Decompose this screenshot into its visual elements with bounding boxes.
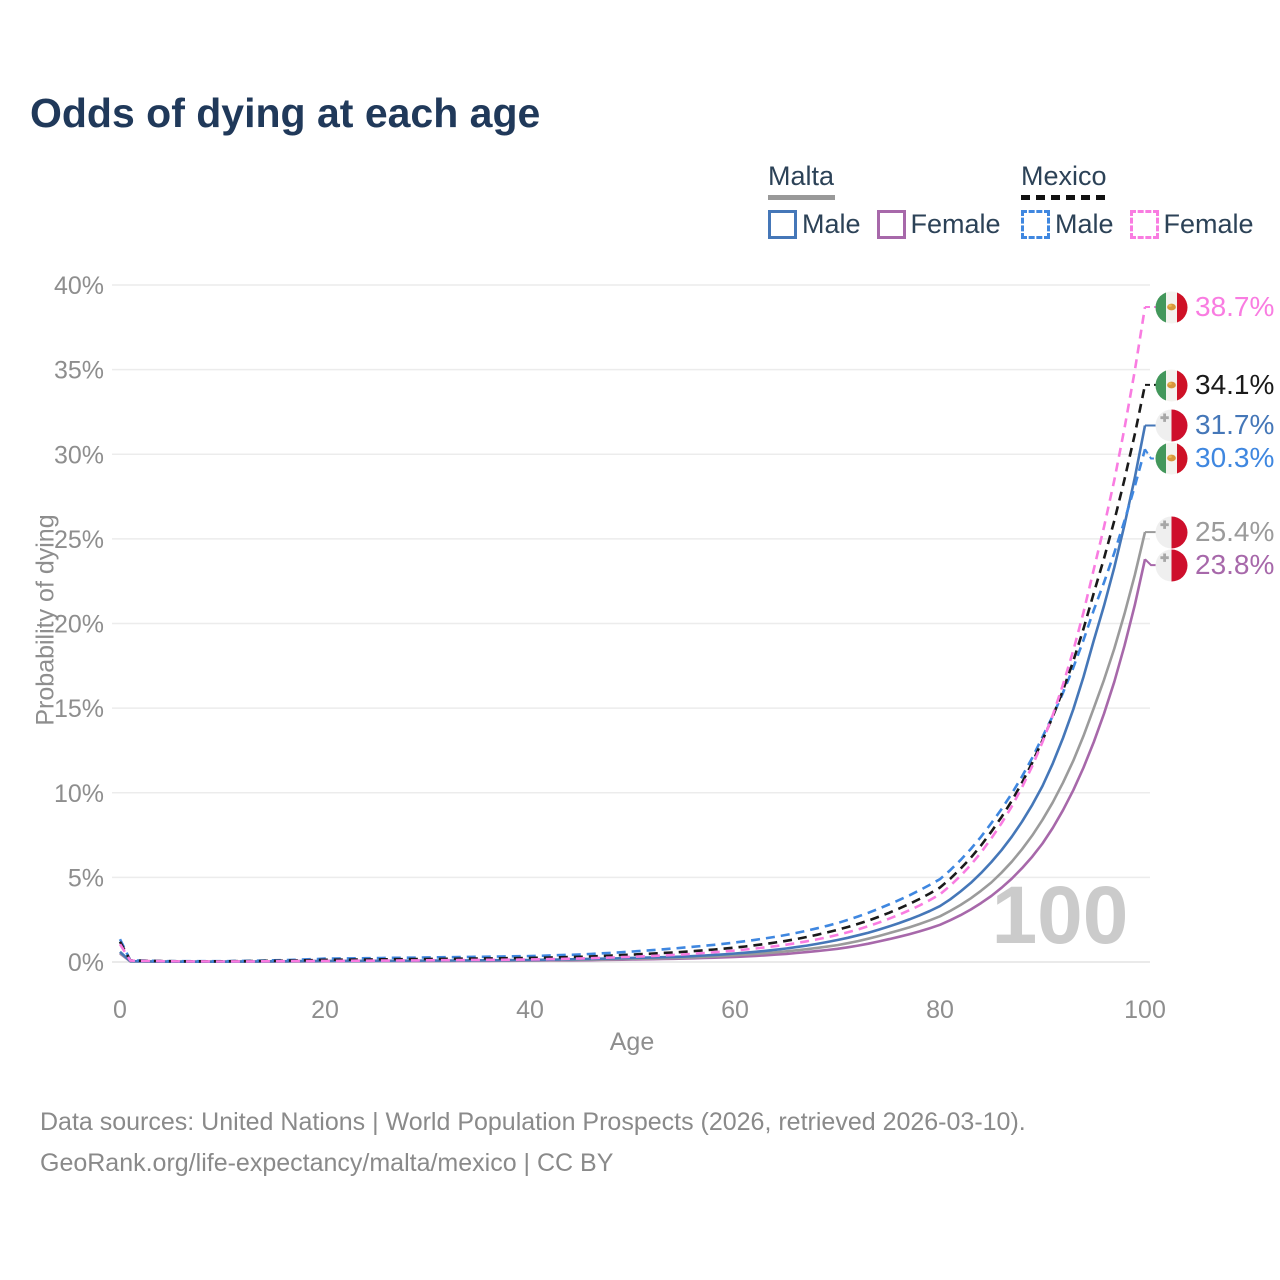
footer: Data sources: United Nations | World Pop… <box>40 1102 1026 1184</box>
legend-country-malta: Malta <box>768 161 835 191</box>
y-tick-label: 10% <box>54 780 104 808</box>
mexico-male-swatch-icon <box>1021 210 1050 239</box>
legend-label-mexico-female: Female <box>1163 209 1254 239</box>
end-label-malta-both: 25.4% <box>1155 515 1274 549</box>
end-connector-mexico-male <box>1144 448 1157 460</box>
malta-flag-icon <box>1155 549 1188 582</box>
y-tick-label: 25% <box>54 526 104 554</box>
end-label-value: 30.3% <box>1195 442 1275 473</box>
end-label-malta-male: 31.7% <box>1155 408 1274 442</box>
y-tick-label: 0% <box>68 949 104 977</box>
end-label-mexico-female: 38.7% <box>1155 290 1274 324</box>
y-tick-label: 15% <box>54 695 104 723</box>
age-watermark: 100 <box>992 870 1129 961</box>
footer-attribution: GeoRank.org/life-expectancy/malta/mexico… <box>40 1149 614 1177</box>
y-tick-label: 30% <box>54 441 104 469</box>
malta-female-swatch-icon <box>876 210 906 239</box>
x-tick-label: 20 <box>311 996 339 1024</box>
legend-country-mexico: Mexico <box>1021 161 1107 191</box>
end-label-value: 25.4% <box>1195 516 1275 547</box>
malta-solid-line-swatch <box>768 195 835 200</box>
end-label-value: 31.7% <box>1195 409 1275 440</box>
end-label-value: 34.1% <box>1195 369 1275 400</box>
mexico-female-swatch-icon <box>1129 210 1159 239</box>
malta-flag-icon <box>1155 516 1188 549</box>
legend-group-mexico: Mexico Male Female <box>1021 161 1254 240</box>
legend-group-malta: Malta Male Female <box>768 161 1001 240</box>
end-label-mexico-both: 34.1% <box>1155 368 1274 402</box>
legend-label-mexico-male: Male <box>1055 209 1114 239</box>
end-label-value: 38.7% <box>1195 291 1275 322</box>
legend-label-malta-male: Male <box>802 209 861 239</box>
mexico-dashed-line-swatch <box>1021 195 1109 200</box>
line-mexico-female <box>118 306 1147 963</box>
y-tick-label: 35% <box>54 357 104 385</box>
x-tick-label: 40 <box>516 996 544 1024</box>
x-tick-label: 60 <box>721 996 749 1024</box>
legend-label-malta-female: Female <box>910 209 1001 239</box>
mexico-flag-icon <box>1155 291 1188 324</box>
footer-data-sources: Data sources: United Nations | World Pop… <box>40 1108 1026 1136</box>
mexico-flag-icon <box>1155 442 1188 475</box>
y-axis-title: Probability of dying <box>31 514 60 726</box>
line-mexico-both <box>118 384 1147 963</box>
end-label-malta-female: 23.8% <box>1155 548 1274 582</box>
x-tick-label: 0 <box>113 996 127 1024</box>
malta-flag-icon <box>1155 409 1188 442</box>
malta-male-swatch-icon <box>768 210 797 239</box>
x-tick-label: 80 <box>926 996 954 1024</box>
page-title: Odds of dying at each age <box>30 90 541 136</box>
x-tick-label: 100 <box>1124 996 1166 1024</box>
end-label-value: 23.8% <box>1195 549 1275 580</box>
y-tick-label: 40% <box>54 272 104 300</box>
legend-item-malta-male[interactable]: Male <box>768 209 861 240</box>
legend-item-malta-female[interactable]: Female <box>876 209 1001 240</box>
end-connector-malta-female <box>1144 558 1157 567</box>
mexico-flag-icon <box>1155 369 1188 402</box>
y-tick-label: 20% <box>54 611 104 639</box>
legend-item-mexico-male[interactable]: Male <box>1021 209 1114 240</box>
end-label-mexico-male: 30.3% <box>1155 441 1274 475</box>
x-axis-title: Age <box>609 1028 655 1056</box>
y-tick-label: 5% <box>68 864 104 892</box>
legend-item-mexico-female[interactable]: Female <box>1129 209 1254 240</box>
